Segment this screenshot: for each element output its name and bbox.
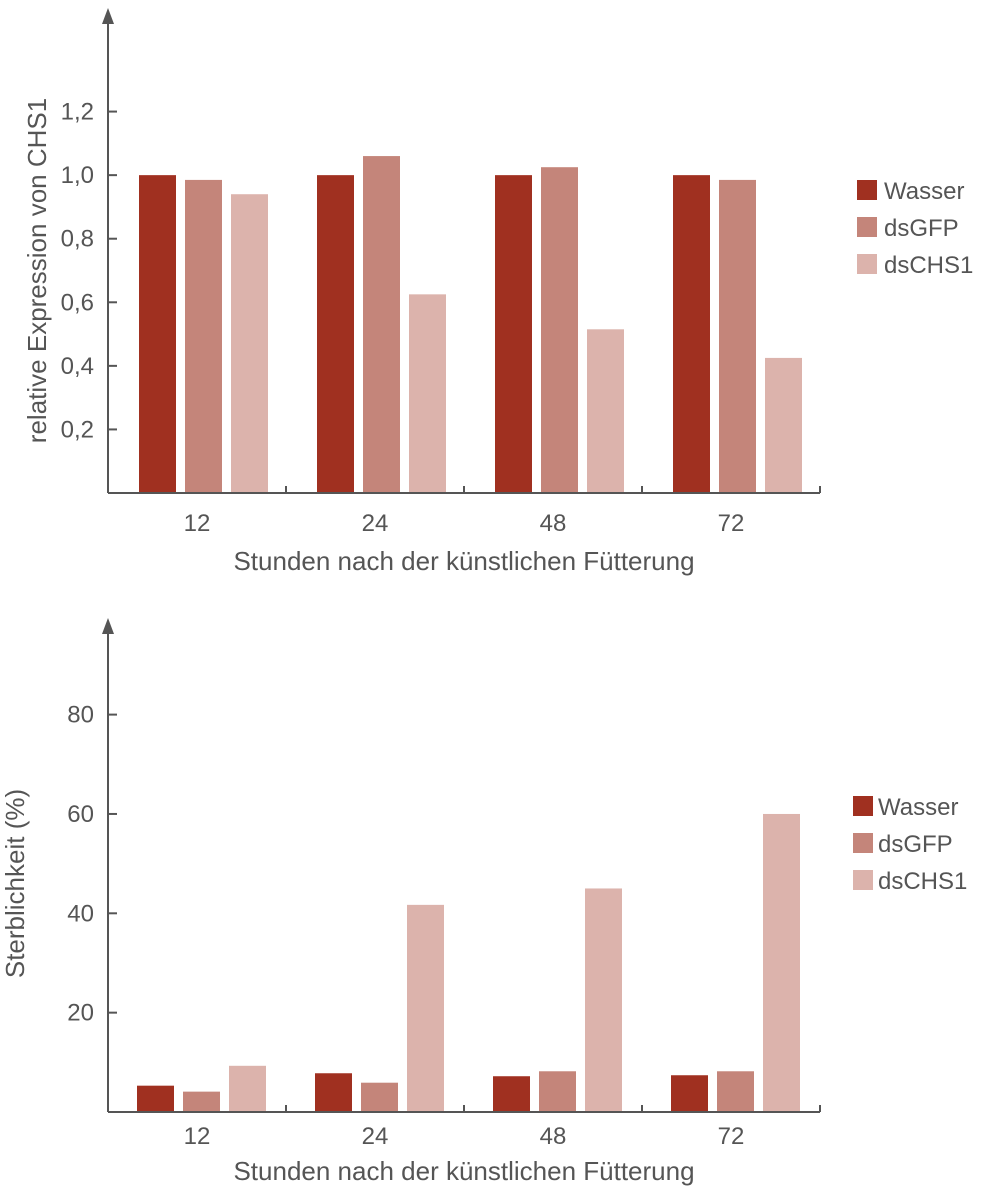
y-axis-arrow-icon	[102, 8, 114, 24]
y-axis-title: relative Expression von CHS1	[22, 98, 52, 443]
bar-dschs1-72	[763, 813, 800, 1112]
bar-wasser-72	[671, 1075, 708, 1112]
x-tick-label: 12	[184, 1123, 211, 1150]
bar-dsgfp-48	[539, 1071, 576, 1112]
y-tick-label: 60	[67, 801, 94, 828]
legend-label-dsgfp: dsGFP	[884, 215, 959, 242]
y-tick-label: 20	[67, 1000, 94, 1027]
bar-wasser-48	[495, 175, 532, 493]
legend-swatch-wasser	[857, 180, 877, 200]
x-tick-label: 72	[718, 510, 745, 537]
y-tick-label: 0,6	[61, 289, 94, 316]
y-tick-label: 1,0	[61, 162, 94, 189]
legend-swatch-dsgfp	[857, 217, 877, 237]
y-tick-label: 1,2	[61, 99, 94, 126]
bar-dschs1-72	[765, 357, 802, 493]
bar-wasser-24	[317, 175, 354, 493]
y-axis-arrow-icon	[102, 618, 114, 634]
bar-dsgfp-12	[183, 1091, 220, 1112]
x-tick-label: 24	[362, 510, 389, 537]
legend-swatch-wasser	[853, 796, 873, 816]
x-axis-title: Stunden nach der künstlichen Fütterung	[233, 1156, 694, 1186]
x-axis-title: Stunden nach der künstlichen Fütterung	[233, 546, 694, 576]
y-tick-label: 0,2	[61, 416, 94, 443]
bar-dschs1-12	[231, 194, 268, 493]
y-axis-title: Sterblichkeit (%)	[0, 789, 30, 978]
legend-label-dsgfp: dsGFP	[878, 831, 953, 858]
bar-wasser-48	[493, 1076, 530, 1112]
bar-dschs1-48	[587, 329, 624, 493]
bar-dsgfp-48	[541, 167, 578, 494]
chart-1: 0,2 0,4 0,6 0,8 1,0 1,2 12 24 48 72 Stunden nach d…	[22, 8, 973, 576]
bar-dschs1-24	[407, 904, 444, 1112]
x-tick-label: 48	[540, 510, 567, 537]
chart-2: 20 40 60 80 12 24 48 72 Stunden nach der künstli…	[0, 618, 967, 1186]
bar-wasser-24	[315, 1073, 352, 1112]
bar-wasser-12	[137, 1085, 174, 1112]
bar-dsgfp-72	[719, 179, 756, 494]
x-tick-label: 24	[362, 1123, 389, 1150]
legend-label-dschs1: dsCHS1	[878, 868, 967, 895]
legend-swatch-dschs1	[857, 254, 877, 274]
bar-dschs1-24	[409, 294, 446, 493]
legend-label-wasser: Wasser	[884, 178, 964, 205]
bar-dsgfp-12	[185, 179, 222, 494]
legend-swatch-dschs1	[853, 870, 873, 890]
bar-wasser-72	[673, 175, 710, 493]
bar-dsgfp-24	[361, 1082, 398, 1112]
legend: Wasser dsGFP dsCHS1	[857, 178, 973, 279]
bar-dschs1-48	[585, 888, 622, 1112]
legend: Wasser dsGFP dsCHS1	[853, 794, 967, 895]
legend-label-wasser: Wasser	[878, 794, 958, 821]
y-tick-label: 40	[67, 900, 94, 927]
bar-dsgfp-72	[717, 1071, 754, 1112]
legend-label-dschs1: dsCHS1	[884, 252, 973, 279]
bar-dschs1-12	[229, 1065, 266, 1112]
y-tick-label: 0,8	[61, 226, 94, 253]
legend-swatch-dsgfp	[853, 833, 873, 853]
y-tick-label: 0,4	[61, 353, 94, 380]
y-tick-label: 80	[67, 702, 94, 729]
x-tick-label: 12	[184, 510, 211, 537]
x-tick-label: 72	[718, 1123, 745, 1150]
bar-dsgfp-24	[363, 156, 400, 494]
x-tick-label: 48	[540, 1123, 567, 1150]
bar-wasser-12	[139, 175, 176, 493]
